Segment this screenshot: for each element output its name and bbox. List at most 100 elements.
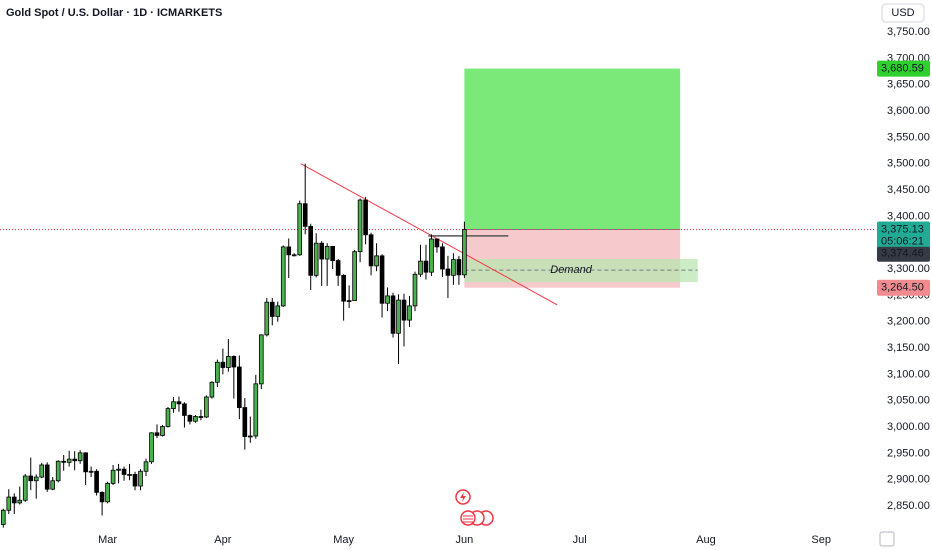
candle-body (291, 254, 297, 257)
y-tick-label: 3,000.00 (887, 421, 930, 433)
candle-body (11, 496, 17, 504)
y-tick-label: 3,300.00 (887, 263, 930, 275)
candle-body (335, 260, 341, 276)
x-tick-label: Sep (811, 534, 831, 546)
candle-body (341, 274, 346, 302)
candle-body (330, 245, 335, 262)
stop-badge-bg (877, 279, 930, 296)
flag-stripes (463, 515, 473, 523)
y-tick-label: 3,100.00 (887, 368, 930, 380)
candle-body (242, 407, 248, 437)
candle-body (138, 470, 143, 487)
candle-body (33, 476, 39, 482)
candle-body (456, 259, 462, 276)
lightning-icon (460, 492, 466, 502)
candle-body (116, 468, 121, 471)
candle-body (374, 255, 379, 267)
candle-body (0, 509, 6, 525)
candle-body (105, 482, 110, 503)
candle-body (17, 499, 23, 504)
candle-body (286, 246, 292, 256)
candle-body (390, 295, 396, 334)
trendline (300, 163, 558, 306)
candle-body (396, 299, 401, 334)
candle-body (22, 475, 28, 501)
candle-body (231, 356, 237, 368)
candle-body (247, 435, 253, 438)
candle-body (423, 260, 429, 273)
candle-body (88, 470, 94, 473)
candle-body (302, 203, 308, 227)
candle-body (209, 381, 215, 398)
candle-body (429, 238, 434, 273)
candle-body (368, 234, 374, 267)
candle-body (44, 464, 50, 490)
x-tick-label: May (333, 534, 354, 546)
bid-badge: 3,374.46 (881, 248, 924, 260)
candle-body (94, 470, 99, 493)
candle-body (160, 426, 165, 436)
y-tick-label: 3,200.00 (887, 316, 930, 328)
y-tick-label: 3,750.00 (887, 26, 930, 38)
candle-body (55, 460, 61, 482)
candle-body (237, 366, 242, 408)
candle-body (269, 301, 275, 317)
candle-body (275, 305, 281, 317)
candle-body (357, 199, 363, 253)
candle-body (28, 475, 34, 482)
candle-body (132, 474, 138, 487)
candle-body (308, 225, 314, 276)
candle-body (127, 474, 132, 476)
last-price-badge: 3,375.13 (881, 223, 924, 235)
candle-body (220, 361, 226, 368)
candle-body (154, 432, 160, 436)
currency-label[interactable]: USD (891, 7, 914, 19)
flag-icon[interactable] (460, 510, 476, 526)
y-tick-label: 2,850.00 (887, 500, 930, 512)
candle-body (258, 334, 264, 385)
candle-body (121, 468, 127, 475)
target-badge: 3,680.59 (881, 62, 924, 74)
candle-body (187, 415, 193, 422)
stop-badge: 3,264.50 (881, 282, 924, 294)
candle-body (204, 396, 209, 418)
y-tick-label: 2,950.00 (887, 447, 930, 459)
candle-body (61, 460, 66, 463)
candle-body (434, 238, 440, 248)
candle-body (149, 432, 154, 463)
y-tick-label: 3,550.00 (887, 131, 930, 143)
candle-body (253, 383, 259, 437)
currency-box[interactable] (881, 3, 925, 23)
candle-body (297, 203, 303, 256)
candle-body (451, 259, 456, 276)
demand-zone (464, 259, 698, 283)
target-badge-bg (877, 60, 930, 77)
y-tick-label: 3,050.00 (887, 395, 930, 407)
candle-body (379, 255, 385, 304)
chart-title: Gold Spot / U.S. Dollar · 1D · ICMARKETS (6, 7, 222, 19)
candle-body (50, 480, 56, 490)
candle-body (352, 251, 357, 302)
candle-body (215, 361, 220, 383)
candle-body (462, 229, 467, 276)
y-tick-label: 3,650.00 (887, 79, 930, 91)
candle-body (324, 245, 330, 260)
y-tick-label: 3,450.00 (887, 184, 930, 196)
event-icons[interactable] (455, 489, 494, 526)
countdown: 05:06:21 (881, 235, 924, 247)
candle-body (66, 458, 72, 463)
candle-body (39, 464, 45, 478)
candle-body (182, 403, 187, 416)
demand-label: Demand (550, 264, 592, 276)
x-tick-label: Jun (456, 534, 474, 546)
candle-body (401, 299, 407, 321)
candle-body (264, 301, 270, 336)
x-tick-label: Apr (214, 534, 231, 546)
settings-button[interactable] (879, 531, 895, 547)
profit-zone (464, 68, 681, 230)
candle-body (418, 260, 423, 275)
candle-body (6, 496, 12, 511)
candle-body (363, 199, 368, 236)
last-price-badge-bg (877, 221, 930, 250)
